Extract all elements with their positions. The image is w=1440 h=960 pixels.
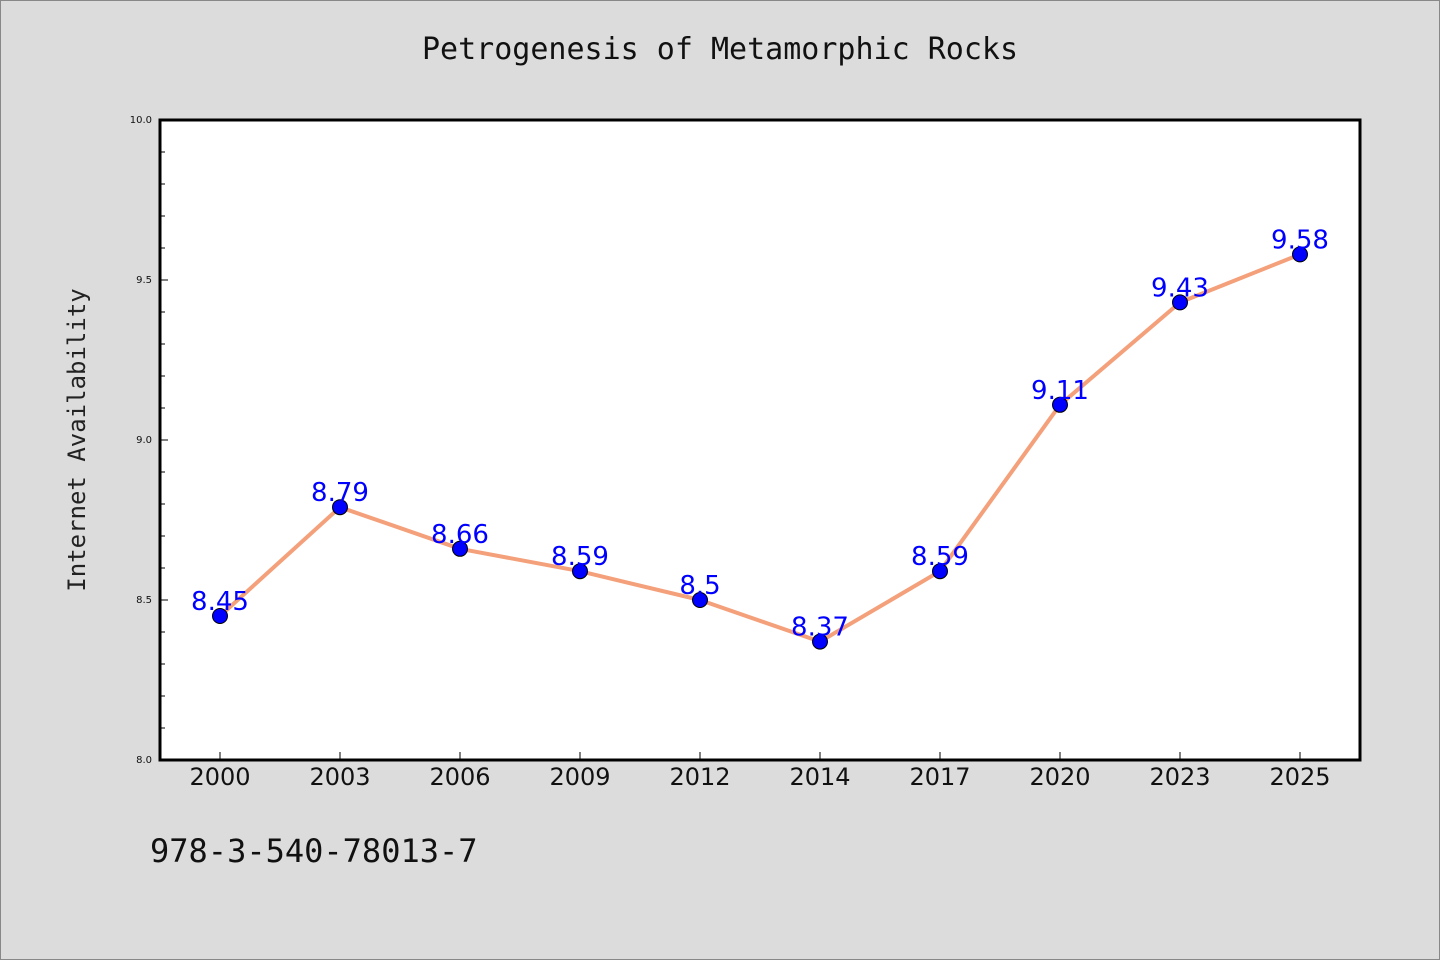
data-label: 9.11	[1031, 376, 1089, 406]
y-axis: 8.0 8.5 9.0 9.5 10.0	[130, 115, 168, 766]
y-tick-label: 8.5	[136, 595, 152, 606]
x-tick-label: 2014	[789, 763, 850, 791]
data-label: 8.79	[311, 478, 369, 508]
data-label: 8.37	[791, 613, 849, 643]
data-label: 9.58	[1271, 225, 1329, 255]
x-axis: 2000 2003 2006 2009 2012 2014 2017 2020 2023 2025	[189, 752, 1331, 791]
y-tick-label: 8.0	[136, 755, 152, 766]
data-point	[692, 592, 708, 608]
data-point	[1052, 396, 1068, 413]
isbn-footnote: 978-3-540-78013-7	[150, 832, 478, 870]
data-point	[452, 540, 468, 557]
series-layer: 8.45 8.79 8.66 8.59 8.5 8.37 8.59 9.11 9.43 9.58	[191, 225, 1329, 650]
data-point	[332, 499, 348, 516]
data-label: 8.45	[191, 587, 249, 617]
x-tick-label: 2006	[429, 763, 490, 791]
plot-area	[158, 118, 1362, 762]
data-point	[212, 608, 228, 624]
x-tick-label: 2009	[549, 763, 610, 791]
data-label: 9.43	[1151, 273, 1209, 303]
y-tick-label: 9.0	[136, 435, 152, 446]
x-tick-label: 2000	[189, 763, 250, 791]
x-tick-label: 2017	[909, 763, 970, 791]
chart-title: Petrogenesis of Metamorphic Rocks	[421, 32, 1019, 67]
series-line	[218, 252, 1302, 644]
data-label: 8.5	[679, 571, 720, 601]
x-tick-label: 2003	[309, 763, 370, 791]
x-tick-label: 2020	[1029, 763, 1090, 791]
data-label: 8.59	[551, 542, 609, 572]
data-point	[932, 563, 948, 580]
x-tick-label: 2023	[1149, 763, 1210, 791]
x-tick-label: 2012	[669, 763, 730, 791]
y-tick-label: 10.0	[130, 115, 152, 126]
data-point	[1292, 246, 1308, 263]
x-tick-label: 2025	[1269, 763, 1330, 791]
data-point	[572, 563, 588, 580]
data-point	[812, 633, 828, 650]
data-point	[1172, 294, 1188, 311]
data-label: 8.66	[431, 520, 489, 550]
y-tick-label: 9.5	[136, 275, 152, 286]
data-label: 8.59	[911, 542, 969, 572]
